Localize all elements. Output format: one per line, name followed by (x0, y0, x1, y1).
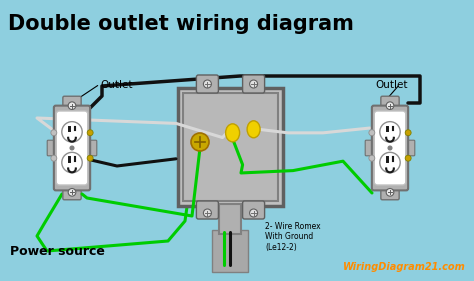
FancyBboxPatch shape (63, 96, 81, 111)
FancyBboxPatch shape (196, 201, 219, 219)
FancyBboxPatch shape (381, 185, 399, 200)
FancyBboxPatch shape (372, 106, 408, 190)
Circle shape (203, 80, 211, 88)
Circle shape (369, 155, 375, 161)
Circle shape (62, 122, 82, 142)
Text: Outlet: Outlet (375, 80, 408, 90)
Circle shape (380, 152, 400, 173)
Circle shape (51, 155, 57, 161)
FancyBboxPatch shape (56, 111, 88, 185)
FancyBboxPatch shape (406, 140, 415, 156)
Circle shape (405, 130, 411, 136)
FancyBboxPatch shape (63, 185, 81, 200)
Text: Outlet: Outlet (100, 80, 133, 90)
Bar (212, 230, 248, 272)
Circle shape (62, 152, 82, 173)
Circle shape (51, 130, 57, 136)
Text: 2- Wire Romex
With Ground
(Le12-2): 2- Wire Romex With Ground (Le12-2) (265, 222, 320, 252)
Circle shape (386, 189, 394, 196)
Ellipse shape (247, 121, 260, 138)
FancyBboxPatch shape (365, 140, 374, 156)
Bar (178, 88, 283, 206)
Circle shape (68, 189, 76, 196)
Circle shape (70, 146, 74, 151)
FancyBboxPatch shape (243, 201, 264, 219)
Circle shape (386, 102, 394, 110)
FancyBboxPatch shape (47, 140, 56, 156)
Text: Double outlet wiring diagram: Double outlet wiring diagram (8, 14, 354, 34)
Circle shape (405, 155, 411, 161)
Circle shape (369, 130, 375, 136)
Circle shape (68, 102, 76, 110)
Circle shape (380, 122, 400, 142)
FancyBboxPatch shape (374, 111, 406, 185)
FancyBboxPatch shape (243, 75, 264, 93)
Circle shape (203, 209, 211, 217)
FancyBboxPatch shape (88, 140, 97, 156)
Ellipse shape (226, 124, 239, 142)
FancyBboxPatch shape (381, 96, 399, 111)
Circle shape (387, 146, 392, 151)
Text: Power source: Power source (10, 245, 105, 258)
FancyBboxPatch shape (196, 75, 219, 93)
Text: WiringDiagram21.com: WiringDiagram21.com (343, 262, 466, 272)
Circle shape (250, 209, 257, 217)
FancyBboxPatch shape (54, 106, 90, 190)
Circle shape (87, 130, 93, 136)
Bar (183, 93, 278, 201)
Bar (219, 204, 241, 234)
Circle shape (87, 155, 93, 161)
Circle shape (191, 133, 209, 151)
Circle shape (250, 80, 257, 88)
